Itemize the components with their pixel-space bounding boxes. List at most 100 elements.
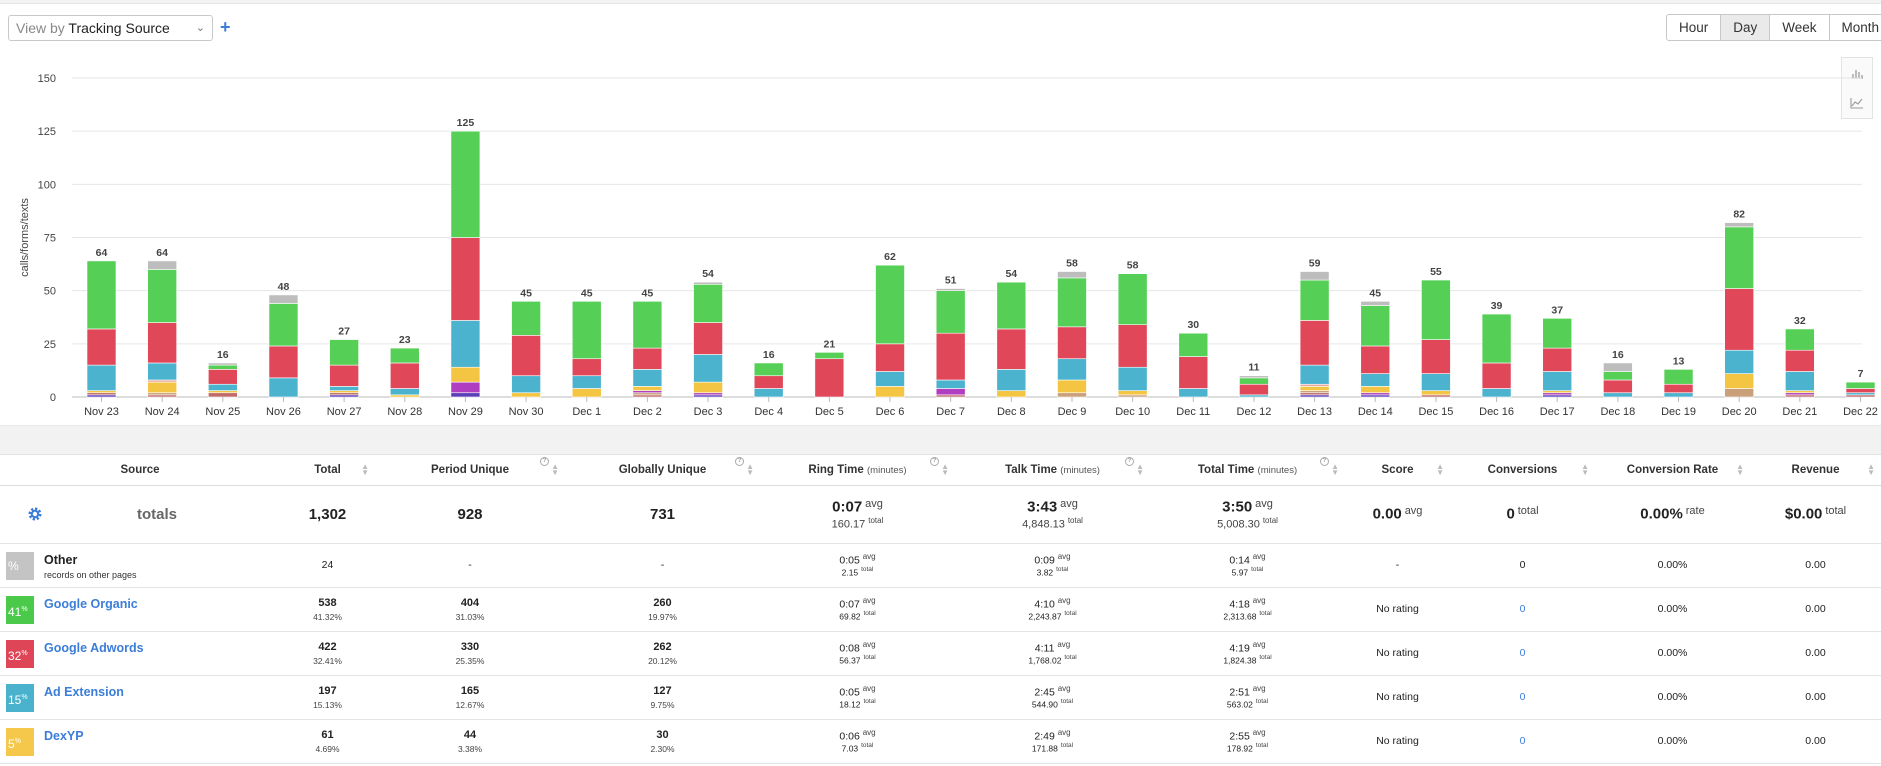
total-time-cell: 2:55 avg 178.92 total bbox=[1150, 719, 1345, 764]
bar-segment bbox=[1421, 390, 1451, 396]
conversions-cell[interactable]: 0 bbox=[1450, 587, 1595, 632]
bar-total-label: 45 bbox=[642, 287, 654, 299]
bar-segment bbox=[1663, 383, 1694, 394]
sort-icon[interactable]: ▲ ▼ bbox=[1331, 462, 1339, 477]
column-header-conversions[interactable]: Conversions ▲ ▼ bbox=[1450, 455, 1595, 486]
bar-segment bbox=[329, 386, 359, 391]
bar-segment bbox=[1481, 362, 1512, 389]
bar-segment bbox=[450, 392, 481, 398]
bar-total-label: 16 bbox=[763, 349, 775, 361]
column-header-conversion-rate[interactable]: Conversion Rate ▲ ▼ bbox=[1595, 455, 1750, 486]
bar-segment bbox=[511, 335, 541, 377]
bar-total-label: 54 bbox=[702, 268, 714, 280]
help-icon[interactable]: ? bbox=[540, 457, 549, 466]
bar-segment bbox=[208, 392, 238, 398]
section-divider bbox=[0, 425, 1881, 455]
bar-segment bbox=[1117, 394, 1148, 398]
help-icon[interactable]: ? bbox=[735, 457, 744, 466]
bar-segment bbox=[996, 390, 1027, 398]
ring-time-cell-total: 56.37 bbox=[839, 655, 861, 666]
total-time-cell-avg: 0:14 bbox=[1229, 554, 1250, 566]
bar-segment bbox=[1360, 373, 1391, 387]
granularity-month-button[interactable]: Month bbox=[1828, 14, 1881, 41]
column-header-score[interactable]: Score ▲ ▼ bbox=[1345, 455, 1450, 486]
bar-segment bbox=[1299, 390, 1330, 394]
bar-segment bbox=[208, 362, 238, 366]
column-header-talk-time[interactable]: Talk Time (minutes)? ▲ ▼ bbox=[955, 455, 1150, 486]
sort-icon[interactable]: ▲ ▼ bbox=[1136, 462, 1144, 477]
bar-segment bbox=[632, 394, 663, 398]
sort-icon[interactable]: ▲ ▼ bbox=[941, 462, 949, 477]
granularity-hour-button[interactable]: Hour bbox=[1666, 14, 1722, 41]
bar-segment bbox=[389, 362, 420, 389]
score-cell: No rating bbox=[1345, 719, 1450, 764]
column-header-ring-time[interactable]: Ring Time (minutes)? ▲ ▼ bbox=[760, 455, 955, 486]
totals-conversions: 0 total bbox=[1450, 485, 1595, 544]
total-time-cell: 4:18 avg 2,313.68 total bbox=[1150, 587, 1345, 632]
bar-segment bbox=[571, 375, 602, 389]
sort-icon[interactable]: ▲ ▼ bbox=[1736, 462, 1744, 477]
bar-segment bbox=[693, 283, 723, 323]
score-cell: No rating bbox=[1345, 675, 1450, 720]
conversions-cell[interactable]: 0 bbox=[1450, 631, 1595, 676]
source-name[interactable]: Google Organic bbox=[44, 596, 138, 611]
bar-segment bbox=[571, 358, 602, 377]
conversions-cell[interactable]: 0 bbox=[1450, 675, 1595, 720]
ring-time-cell-avg: 0:05 bbox=[839, 554, 860, 566]
source-name[interactable]: Google Adwords bbox=[44, 640, 144, 655]
bar-segment bbox=[1299, 386, 1330, 391]
source-name[interactable]: Ad Extension bbox=[44, 684, 124, 699]
revenue-cell: 0.00 bbox=[1750, 543, 1881, 588]
bar-segment bbox=[1117, 324, 1148, 368]
sort-icon[interactable]: ▲ ▼ bbox=[1581, 462, 1589, 477]
column-header-label: Talk Time bbox=[1005, 463, 1058, 476]
column-header-total[interactable]: Total ▲ ▼ bbox=[280, 455, 375, 486]
column-header-globally-unique[interactable]: Globally Unique? ▲ ▼ bbox=[565, 455, 760, 486]
granularity-day-button[interactable]: Day bbox=[1720, 14, 1771, 41]
globally-unique-cell: - bbox=[565, 543, 760, 588]
line-chart-icon[interactable] bbox=[1842, 88, 1872, 118]
total-cell-value: 197 bbox=[318, 684, 337, 697]
column-header-period-unique[interactable]: Period Unique? ▲ ▼ bbox=[375, 455, 565, 486]
source-name[interactable]: DexYP bbox=[44, 728, 84, 743]
x-tick-label: Dec 16 bbox=[1479, 406, 1514, 418]
sort-icon[interactable]: ▲ ▼ bbox=[1867, 462, 1875, 477]
help-icon[interactable]: ? bbox=[1320, 457, 1329, 466]
add-view-button[interactable]: + bbox=[220, 17, 231, 37]
help-icon[interactable]: ? bbox=[930, 457, 939, 466]
view-by-value: Tracking Source bbox=[68, 20, 170, 36]
globally-unique-cell: 262 20.12% bbox=[565, 631, 760, 676]
y-tick-label: 100 bbox=[38, 179, 56, 191]
top-border bbox=[0, 0, 1881, 4]
bar-segment bbox=[268, 303, 299, 347]
sort-icon[interactable]: ▲ ▼ bbox=[1436, 462, 1444, 477]
conversions-cell[interactable]: 0 bbox=[1450, 719, 1595, 764]
period-unique-cell-value: 165 bbox=[460, 684, 480, 697]
bar-segment bbox=[450, 320, 481, 368]
avg-suffix: avg bbox=[1252, 727, 1266, 737]
sort-icon[interactable]: ▲ ▼ bbox=[551, 462, 559, 477]
conversion-rate-cell: 0.00% bbox=[1595, 631, 1750, 676]
x-tick-label: Dec 10 bbox=[1115, 406, 1150, 418]
bar-total-label: 13 bbox=[1673, 355, 1685, 367]
granularity-week-button[interactable]: Week bbox=[1769, 14, 1830, 41]
bar-segment bbox=[753, 388, 784, 398]
gear-icon[interactable] bbox=[27, 506, 43, 525]
column-header-revenue[interactable]: Revenue ▲ ▼ bbox=[1750, 455, 1881, 486]
bar-segment bbox=[935, 388, 966, 396]
column-header-total-time[interactable]: Total Time (minutes)? ▲ ▼ bbox=[1150, 455, 1345, 486]
view-by-select[interactable]: View by Tracking Source ⌄ bbox=[8, 15, 213, 41]
bar-segment bbox=[1785, 390, 1815, 394]
globally-unique-cell-value: 30 bbox=[656, 728, 669, 741]
sort-icon[interactable]: ▲ ▼ bbox=[746, 462, 754, 477]
ring-time-cell-avg: 0:06 bbox=[839, 730, 860, 742]
bar-segment bbox=[1239, 377, 1269, 385]
bar-segment bbox=[511, 375, 541, 394]
bar-segment bbox=[632, 386, 663, 391]
help-icon[interactable]: ? bbox=[1125, 457, 1134, 466]
totals-revenue-value: $0.00 bbox=[1784, 505, 1823, 523]
source-subtitle: records on other pages bbox=[44, 569, 137, 580]
sort-icon[interactable]: ▲ ▼ bbox=[361, 462, 369, 477]
bar-segment bbox=[1542, 318, 1573, 349]
bar-segment bbox=[450, 237, 481, 321]
